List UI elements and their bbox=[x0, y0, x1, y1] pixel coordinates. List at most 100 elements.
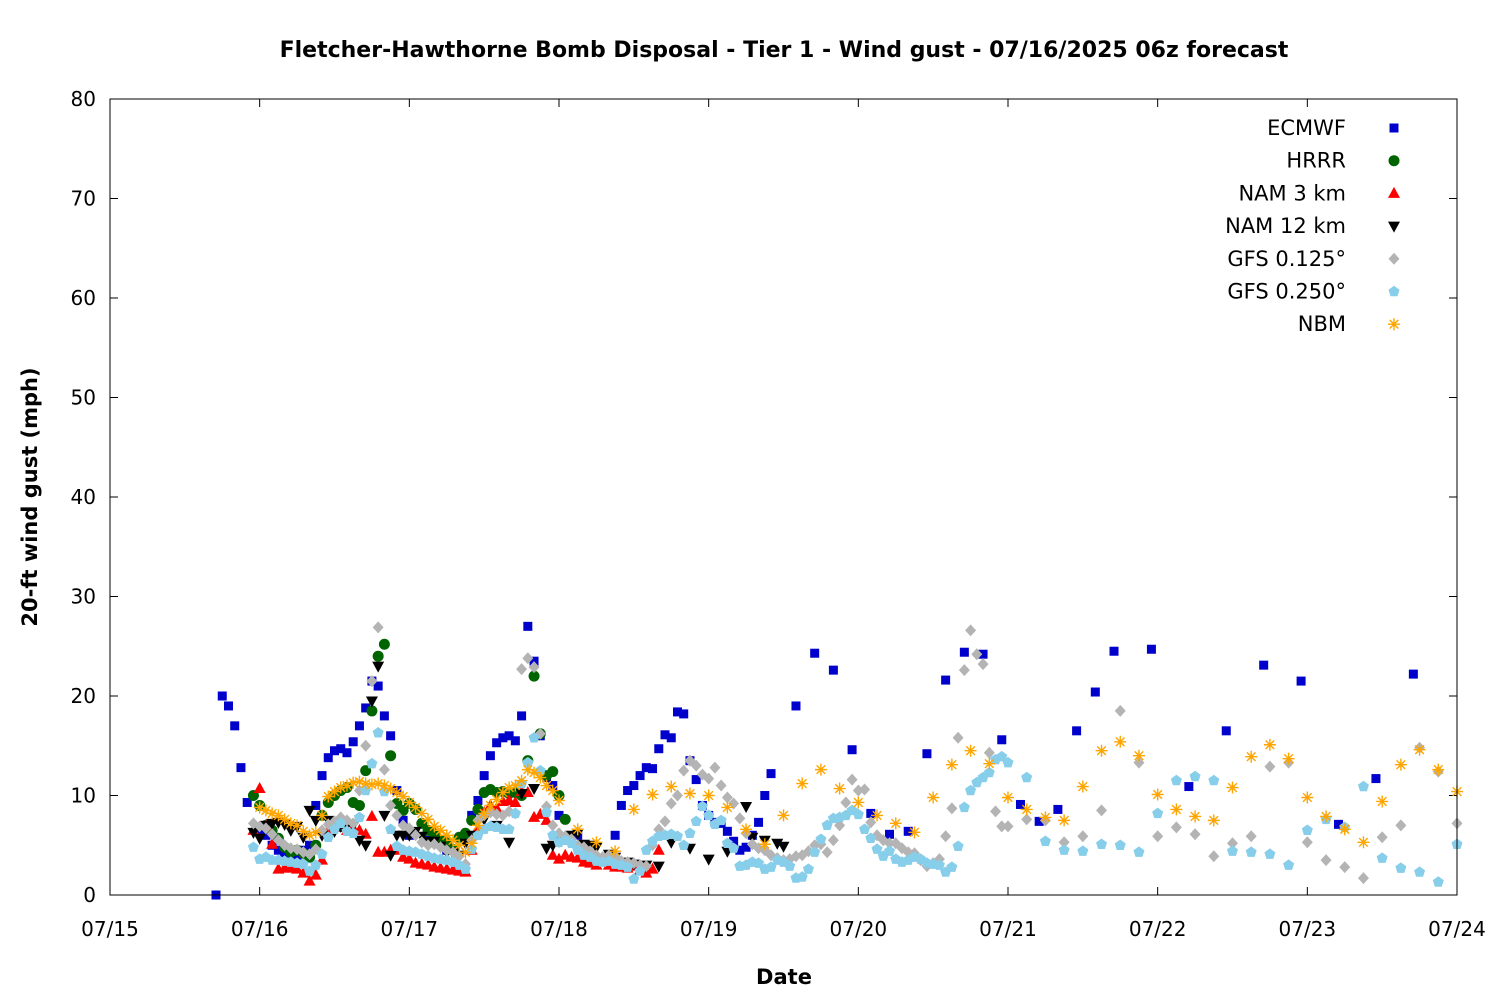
data-point bbox=[852, 808, 864, 820]
data-point bbox=[1376, 831, 1388, 844]
y-tick-label: 0 bbox=[83, 883, 96, 907]
data-point bbox=[983, 766, 995, 778]
data-point bbox=[534, 771, 547, 784]
data-point bbox=[1152, 830, 1164, 843]
data-point bbox=[996, 750, 1008, 762]
data-point bbox=[546, 784, 559, 797]
data-point bbox=[386, 731, 396, 741]
data-point bbox=[403, 796, 416, 809]
data-point bbox=[403, 852, 416, 864]
data-point bbox=[1357, 872, 1369, 885]
data-point bbox=[372, 661, 385, 673]
data-point bbox=[378, 638, 390, 650]
data-point bbox=[741, 842, 751, 852]
data-point bbox=[665, 797, 677, 810]
data-point bbox=[373, 681, 383, 691]
data-point bbox=[479, 771, 489, 781]
data-point bbox=[702, 854, 715, 866]
data-point bbox=[340, 779, 353, 792]
data-point bbox=[622, 861, 634, 872]
data-point bbox=[366, 675, 378, 688]
data-point bbox=[815, 833, 827, 844]
data-point bbox=[753, 857, 765, 868]
data-point bbox=[528, 731, 540, 743]
data-point bbox=[1170, 774, 1182, 786]
x-tick-label: 07/24 bbox=[1428, 917, 1486, 941]
data-point bbox=[1395, 862, 1407, 873]
data-point bbox=[1208, 850, 1220, 863]
data-point bbox=[610, 830, 620, 840]
legend-marker bbox=[1388, 221, 1400, 233]
data-point bbox=[305, 840, 315, 850]
axis-ticks: 07/15 07/16 07/17 07/18 07/19 07/20 07/21 07/22… bbox=[71, 87, 1486, 941]
data-point bbox=[303, 805, 316, 817]
data-point bbox=[648, 764, 658, 774]
data-point bbox=[372, 621, 384, 634]
data-point bbox=[1413, 743, 1426, 756]
data-point bbox=[554, 810, 564, 820]
data-point bbox=[459, 846, 472, 859]
data-point bbox=[328, 785, 341, 798]
data-point bbox=[1034, 816, 1044, 826]
data-point bbox=[1226, 781, 1239, 794]
data-point bbox=[359, 777, 372, 790]
data-point bbox=[522, 756, 534, 768]
x-tick-label: 07/15 bbox=[81, 917, 139, 941]
data-point bbox=[1432, 763, 1445, 776]
data-point bbox=[728, 842, 740, 853]
data-point bbox=[623, 786, 633, 796]
data-point bbox=[266, 807, 279, 820]
data-point bbox=[515, 789, 528, 801]
data-point bbox=[434, 824, 447, 837]
data-point bbox=[1376, 795, 1389, 808]
data-point bbox=[927, 791, 940, 804]
data-point bbox=[360, 739, 372, 752]
data-point bbox=[1245, 846, 1257, 857]
data-point bbox=[260, 822, 272, 835]
data-point bbox=[247, 827, 260, 839]
data-point bbox=[217, 691, 227, 701]
data-point bbox=[540, 843, 553, 855]
data-point bbox=[1245, 830, 1257, 843]
data-point bbox=[379, 711, 389, 721]
data-point bbox=[590, 836, 603, 849]
data-point bbox=[1002, 820, 1014, 833]
data-point bbox=[629, 781, 639, 791]
y-tick-label: 70 bbox=[71, 187, 96, 211]
data-point bbox=[1376, 852, 1388, 863]
data-point bbox=[866, 808, 876, 818]
data-point bbox=[1015, 799, 1025, 809]
data-point bbox=[223, 701, 233, 711]
data-point bbox=[372, 650, 384, 662]
legend-label: GFS 0.250° bbox=[1227, 280, 1346, 304]
data-point bbox=[1320, 854, 1332, 867]
data-point bbox=[1221, 726, 1231, 736]
data-point bbox=[771, 838, 784, 850]
data-point bbox=[1114, 735, 1127, 748]
y-tick-label: 40 bbox=[71, 485, 96, 509]
data-point bbox=[311, 800, 321, 810]
data-point bbox=[528, 766, 541, 779]
data-point bbox=[261, 830, 271, 840]
plot-frame bbox=[109, 98, 1458, 896]
data-point bbox=[303, 829, 316, 842]
data-point bbox=[654, 744, 664, 754]
x-tick-label: 07/16 bbox=[231, 917, 289, 941]
data-point bbox=[353, 835, 366, 847]
legend-marker bbox=[1388, 285, 1400, 297]
data-point bbox=[1296, 676, 1306, 686]
data-point bbox=[702, 789, 715, 802]
data-point bbox=[322, 831, 334, 842]
data-point bbox=[1114, 839, 1126, 850]
data-point bbox=[1133, 756, 1145, 769]
data-point bbox=[521, 763, 534, 776]
data-point bbox=[528, 670, 540, 682]
data-point bbox=[1357, 836, 1370, 849]
data-point bbox=[1432, 876, 1444, 887]
data-point bbox=[347, 776, 360, 789]
data-point bbox=[272, 809, 285, 822]
data-point bbox=[1283, 859, 1295, 870]
data-point bbox=[634, 865, 646, 876]
data-point bbox=[353, 775, 366, 788]
data-point bbox=[684, 827, 696, 838]
